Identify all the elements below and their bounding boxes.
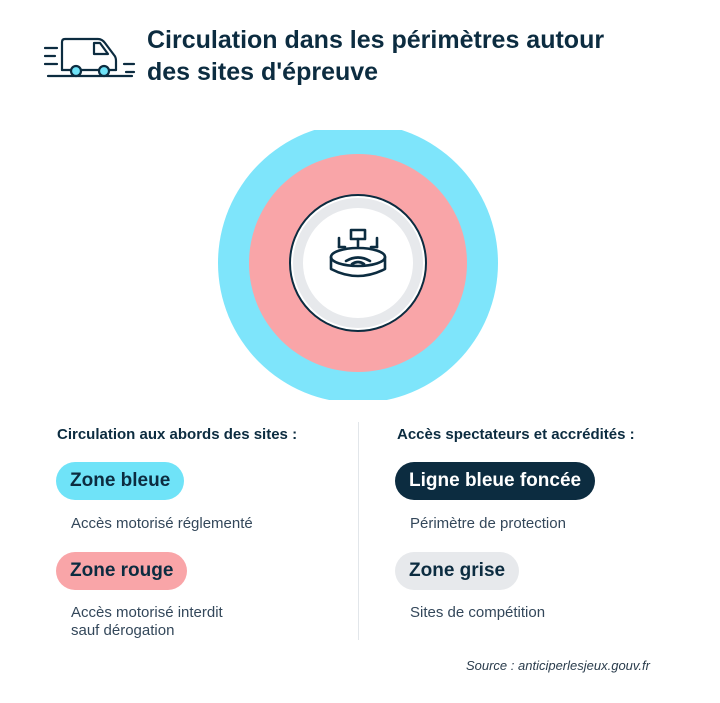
- blue-zone-description: Accès motorisé réglementé: [71, 515, 253, 533]
- source-note: Source : anticiperlesjeux.gouv.fr: [465, 658, 650, 673]
- grey-zone-description: Sites de compétition: [410, 604, 545, 622]
- blue-zone-description-line: Accès motorisé réglementé: [71, 515, 253, 532]
- right-column-heading: Accès spectateurs et accrédités :: [397, 426, 635, 443]
- column-divider: [358, 422, 359, 640]
- red-zone-badge: Zone rouge: [56, 552, 188, 590]
- left-column-heading: Circulation aux abords des sites :: [57, 426, 298, 443]
- grey-zone-badge: Zone grise: [395, 552, 520, 590]
- stadium-icon: [329, 228, 387, 278]
- title-line-1: Circulation dans les périmètres autour: [147, 26, 605, 54]
- blue-zone-badge: Zone bleue: [56, 462, 185, 500]
- dark-blue-line-description-line: Périmètre de protection: [410, 515, 566, 532]
- page-title: Circulation dans les périmètres autour d…: [147, 24, 707, 88]
- grey-zone-description-line: Sites de compétition: [410, 604, 546, 621]
- dark-blue-line-description: Périmètre de protection: [410, 515, 566, 533]
- red-zone-description-line-2: sauf dérogation: [71, 622, 175, 639]
- header: Circulation dans les périmètres autour d…: [44, 24, 684, 94]
- red-zone-description-line-1: Accès motorisé interdit: [71, 604, 223, 621]
- van-icon: [44, 37, 136, 78]
- grey-zone-ring: [293, 198, 423, 328]
- title-line-2: des sites d'épreuve: [147, 58, 379, 86]
- red-zone-description: Accès motorisé interdit sauf dérogation: [71, 604, 223, 640]
- dark-blue-line-badge: Ligne bleue foncée: [395, 462, 596, 500]
- perimeter-diagram: [218, 130, 498, 400]
